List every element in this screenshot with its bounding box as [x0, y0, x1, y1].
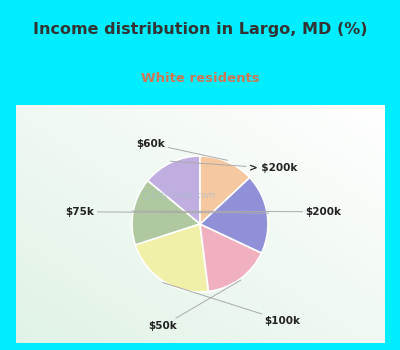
Text: Income distribution in Largo, MD (%): Income distribution in Largo, MD (%) [33, 22, 367, 37]
Wedge shape [148, 156, 200, 224]
Text: $200k: $200k [132, 207, 341, 217]
Text: $50k: $50k [148, 280, 241, 331]
Wedge shape [200, 177, 268, 253]
Wedge shape [135, 224, 208, 292]
Text: $60k: $60k [137, 139, 228, 160]
Wedge shape [132, 181, 200, 245]
Text: White residents: White residents [141, 72, 259, 85]
Text: $75k: $75k [66, 207, 268, 217]
Text: ⌕ City-Data.com: ⌕ City-Data.com [143, 191, 216, 200]
Text: $100k: $100k [163, 282, 301, 326]
Text: > $200k: > $200k [170, 161, 297, 173]
Wedge shape [200, 224, 262, 292]
Wedge shape [200, 156, 250, 224]
